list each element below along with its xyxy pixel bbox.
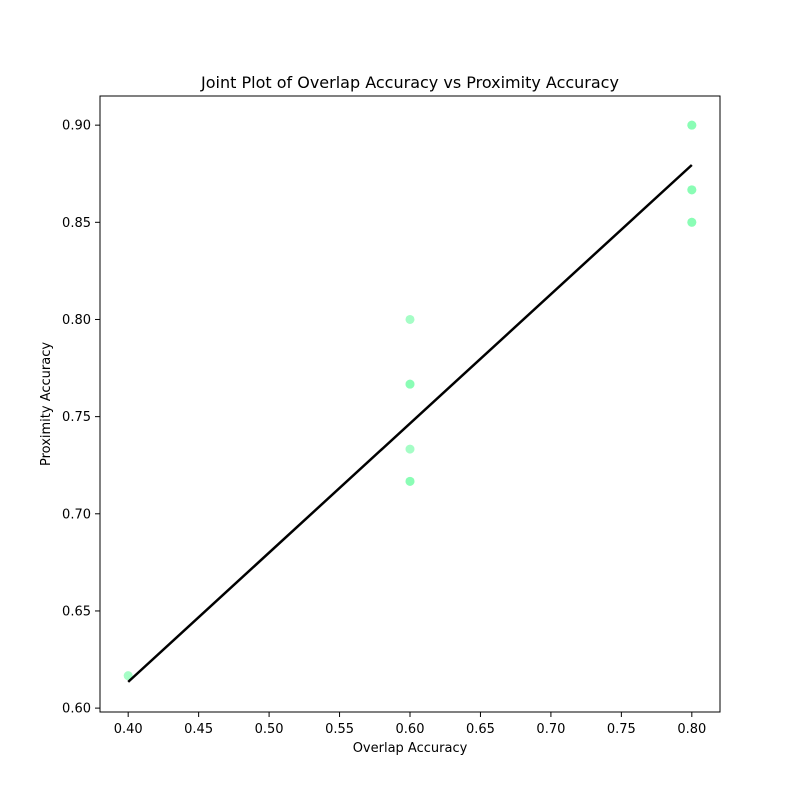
x-tick-label: 0.75 [607,722,636,737]
y-tick-label: 0.90 [62,119,91,134]
x-tick-label: 0.80 [677,722,706,737]
x-tick-label: 0.45 [184,722,213,737]
x-tick-label: 0.65 [466,722,495,737]
x-tick-label: 0.55 [325,722,354,737]
data-point [123,671,133,681]
regression-line [127,164,693,683]
y-axis-label: Proximity Accuracy [39,342,54,466]
data-point [405,314,415,324]
y-tick-label: 0.60 [62,702,91,717]
x-tick-label: 0.60 [396,722,425,737]
plot-frame [99,95,721,713]
data-point [405,379,415,389]
data-point [687,185,697,195]
plot-area [123,120,697,683]
y-tick-label: 0.70 [62,507,91,522]
x-tick-label: 0.50 [255,722,284,737]
data-point [405,444,415,454]
data-point [687,217,697,227]
x-tick-label: 0.40 [114,722,143,737]
chart-title: Joint Plot of Overlap Accuracy vs Proxim… [200,73,619,92]
x-axis-label: Overlap Accuracy [353,741,468,756]
y-tick-label: 0.65 [62,604,91,619]
y-tick-label: 0.80 [62,313,91,328]
x-axis: 0.40 0.45 0.50 0.55 0.60 0.65 0.70 0.75 0.80 [114,712,706,737]
y-tick-label: 0.85 [62,216,91,231]
y-axis: 0.60 0.65 0.70 0.75 0.80 0.85 0.90 [62,119,100,717]
data-point [405,476,415,486]
data-point [687,120,697,130]
x-tick-label: 0.70 [536,722,565,737]
y-tick-label: 0.75 [62,410,91,425]
